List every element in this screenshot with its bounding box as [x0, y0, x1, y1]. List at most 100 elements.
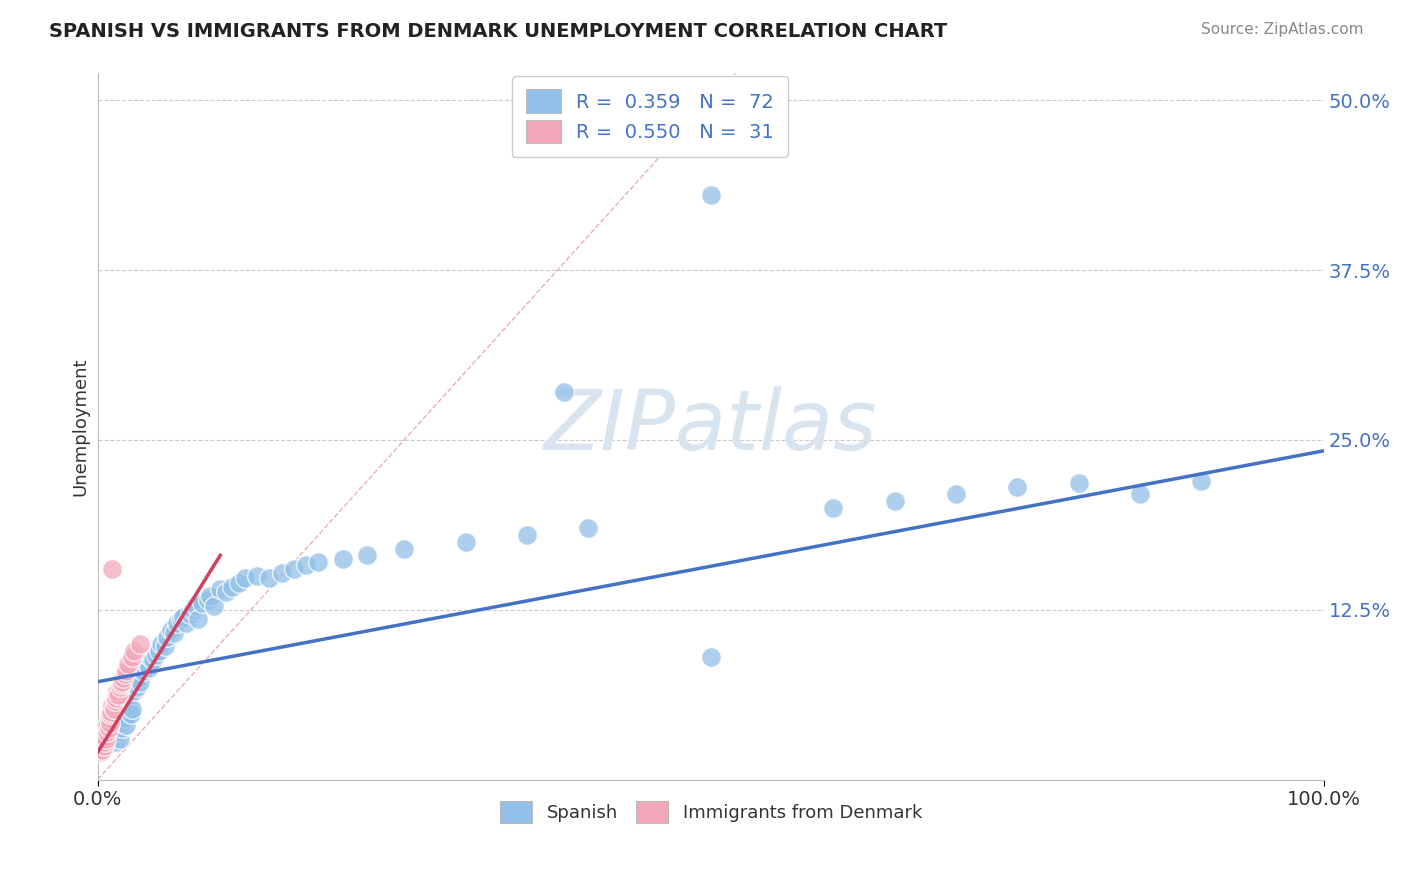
- Point: [107, 689, 129, 703]
- Point: [215, 585, 238, 599]
- Point: [117, 698, 139, 712]
- Point: [104, 691, 127, 706]
- Point: [103, 702, 125, 716]
- Point: [97, 711, 120, 725]
- Point: [148, 643, 170, 657]
- Point: [107, 725, 129, 739]
- Point: [125, 680, 148, 694]
- Point: [111, 721, 134, 735]
- Text: ZIPatlas: ZIPatlas: [544, 386, 877, 467]
- Point: [187, 612, 209, 626]
- Point: [200, 589, 222, 603]
- Point: [124, 684, 146, 698]
- Point: [700, 188, 723, 202]
- Point: [259, 572, 281, 586]
- Point: [98, 715, 121, 730]
- Legend: Spanish, Immigrants from Denmark: Spanish, Immigrants from Denmark: [489, 790, 934, 834]
- Point: [91, 742, 114, 756]
- Point: [108, 731, 131, 746]
- Point: [160, 623, 183, 637]
- Point: [142, 653, 165, 667]
- Point: [94, 734, 117, 748]
- Point: [221, 580, 243, 594]
- Point: [454, 534, 477, 549]
- Point: [98, 734, 121, 748]
- Point: [97, 721, 120, 735]
- Point: [172, 609, 194, 624]
- Point: [101, 731, 124, 746]
- Point: [307, 555, 329, 569]
- Point: [103, 729, 125, 743]
- Point: [93, 731, 115, 746]
- Point: [202, 599, 225, 613]
- Point: [576, 521, 599, 535]
- Point: [138, 661, 160, 675]
- Point: [1067, 476, 1090, 491]
- Point: [170, 612, 193, 626]
- Point: [1189, 474, 1212, 488]
- Point: [209, 582, 232, 597]
- Point: [166, 616, 188, 631]
- Point: [129, 674, 152, 689]
- Point: [700, 650, 723, 665]
- Point: [104, 694, 127, 708]
- Point: [553, 385, 575, 400]
- Point: [101, 562, 124, 576]
- Point: [1007, 480, 1029, 494]
- Point: [104, 734, 127, 748]
- Point: [246, 568, 269, 582]
- Point: [117, 657, 139, 672]
- Point: [90, 746, 112, 760]
- Point: [94, 729, 117, 743]
- Point: [114, 711, 136, 725]
- Point: [145, 648, 167, 662]
- Point: [945, 487, 967, 501]
- Point: [98, 707, 121, 722]
- Point: [823, 500, 845, 515]
- Point: [105, 684, 128, 698]
- Point: [356, 549, 378, 563]
- Point: [162, 625, 184, 640]
- Point: [124, 677, 146, 691]
- Point: [283, 562, 305, 576]
- Point: [139, 650, 162, 665]
- Point: [156, 630, 179, 644]
- Point: [93, 731, 115, 746]
- Point: [516, 528, 538, 542]
- Text: SPANISH VS IMMIGRANTS FROM DENMARK UNEMPLOYMENT CORRELATION CHART: SPANISH VS IMMIGRANTS FROM DENMARK UNEMP…: [49, 22, 948, 41]
- Point: [295, 558, 318, 572]
- Y-axis label: Unemployment: Unemployment: [72, 357, 89, 496]
- Point: [150, 637, 173, 651]
- Point: [127, 671, 149, 685]
- Point: [197, 593, 219, 607]
- Point: [114, 666, 136, 681]
- Point: [1129, 487, 1152, 501]
- Point: [392, 541, 415, 556]
- Point: [120, 707, 142, 722]
- Point: [124, 643, 146, 657]
- Point: [332, 552, 354, 566]
- Point: [104, 718, 127, 732]
- Point: [121, 702, 143, 716]
- Point: [100, 705, 122, 719]
- Point: [233, 572, 256, 586]
- Point: [112, 671, 135, 685]
- Text: Source: ZipAtlas.com: Source: ZipAtlas.com: [1201, 22, 1364, 37]
- Point: [114, 664, 136, 678]
- Point: [181, 603, 204, 617]
- Point: [114, 718, 136, 732]
- Point: [93, 739, 115, 753]
- Point: [110, 677, 132, 691]
- Point: [153, 640, 176, 654]
- Point: [96, 739, 118, 753]
- Point: [174, 616, 197, 631]
- Point: [883, 494, 905, 508]
- Point: [96, 731, 118, 746]
- Point: [96, 718, 118, 732]
- Point: [191, 596, 214, 610]
- Point: [121, 650, 143, 665]
- Point: [179, 607, 201, 621]
- Point: [96, 725, 118, 739]
- Point: [184, 599, 207, 613]
- Point: [101, 698, 124, 712]
